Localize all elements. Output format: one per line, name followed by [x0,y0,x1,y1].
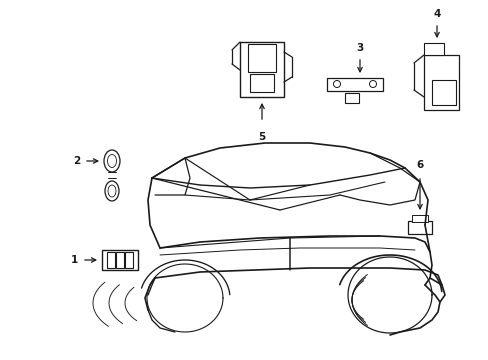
Ellipse shape [108,185,116,197]
Ellipse shape [107,154,116,167]
Bar [116,252,124,268]
Bar [240,42,284,97]
Text: 6: 6 [415,160,423,170]
Text: 4: 4 [432,9,440,19]
Bar [107,252,115,268]
Bar [423,43,443,55]
Ellipse shape [105,181,119,201]
Bar [326,78,382,91]
Bar [247,44,275,72]
Bar [423,55,458,110]
Circle shape [333,81,340,87]
Bar [431,80,455,105]
Ellipse shape [104,150,120,172]
Text: 5: 5 [258,132,265,142]
Text: 3: 3 [356,43,363,53]
Bar [102,250,138,270]
Bar [407,221,431,234]
Text: 2: 2 [73,156,80,166]
Bar [345,93,358,103]
Bar [249,74,273,92]
Bar [125,252,133,268]
Text: 1: 1 [71,255,78,265]
Bar [411,215,427,222]
Circle shape [369,81,376,87]
